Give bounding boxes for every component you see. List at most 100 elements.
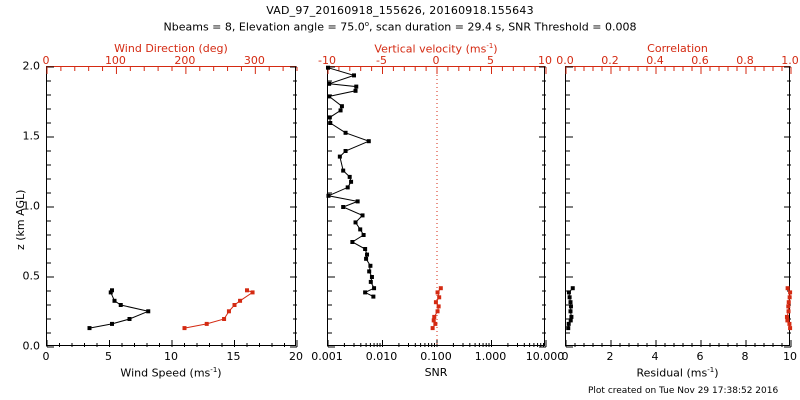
data-point xyxy=(341,205,346,209)
data-point xyxy=(786,309,791,314)
plot-title: VAD_97_20160918_155626, 20160918.155643 xyxy=(266,4,534,17)
data-point xyxy=(245,288,249,293)
data-point xyxy=(353,220,358,225)
y-tick-label: 2.0 xyxy=(22,59,41,73)
data-point xyxy=(363,290,368,295)
bottom-tick-label: 10 xyxy=(164,350,178,363)
series-line-wind-speed xyxy=(89,290,150,329)
bottom-tick-label: 0 xyxy=(561,350,569,363)
bottom-axis-title-base: Residual (ms xyxy=(636,366,708,380)
data-point xyxy=(118,303,123,307)
plot-subtitle: Nbeams = 8, Elevation angle = 75.0o, sca… xyxy=(0,20,800,34)
data-point xyxy=(568,304,573,309)
bottom-axis-title-exponent: -1 xyxy=(707,366,715,374)
data-point xyxy=(358,227,363,232)
data-point xyxy=(355,199,360,204)
bottom-tick-label: 0 xyxy=(42,350,50,363)
series-line-wind-direction xyxy=(184,289,254,329)
data-point xyxy=(345,185,350,190)
data-point xyxy=(786,300,791,305)
data-point xyxy=(87,326,92,331)
top-axis-title-1: Wind Direction (deg) xyxy=(114,42,228,55)
bottom-axis-title-exponent: -1 xyxy=(210,366,218,374)
data-point xyxy=(238,298,243,303)
y-tick-label: 1.0 xyxy=(22,199,41,213)
bottom-tick-label: 0.100 xyxy=(420,350,452,363)
data-point xyxy=(566,321,571,326)
top-tick-label: 0.0 xyxy=(556,54,574,67)
data-point xyxy=(568,318,573,323)
data-point xyxy=(326,193,331,198)
data-point xyxy=(365,252,370,257)
data-point xyxy=(566,326,571,331)
data-point xyxy=(435,309,440,314)
data-point xyxy=(371,294,376,299)
top-tick-label: 0.8 xyxy=(736,54,754,67)
data-point xyxy=(787,321,792,326)
data-point xyxy=(327,94,332,99)
top-tick-label: 300 xyxy=(243,54,265,67)
panel-residual xyxy=(565,66,793,348)
plot-canvas-1 xyxy=(46,66,298,348)
data-point xyxy=(337,154,342,159)
data-point xyxy=(182,326,187,331)
data-point xyxy=(353,88,358,93)
data-point xyxy=(112,298,117,303)
data-point xyxy=(569,314,574,319)
data-point xyxy=(570,286,575,291)
data-point xyxy=(786,304,791,309)
top-tick-label: 0 xyxy=(432,54,440,67)
top-tick-label: 1.0 xyxy=(781,54,799,67)
bottom-tick-label: 6 xyxy=(696,350,704,363)
plot-canvas-3 xyxy=(565,66,793,348)
top-axis-title-base: Vertical velocity (ms xyxy=(374,42,487,56)
data-point xyxy=(372,286,377,291)
subtitle-rest: , scan duration = 29.4 s, SNR Threshold … xyxy=(369,20,637,34)
bottom-tick-label: 8 xyxy=(741,350,749,363)
y-tick-label: 0.5 xyxy=(22,269,41,283)
data-point xyxy=(108,290,113,295)
data-point xyxy=(438,286,443,291)
data-point xyxy=(354,84,359,89)
top-tick-label: 0.6 xyxy=(691,54,709,67)
data-point xyxy=(433,321,438,326)
bottom-axis-title-base: Wind Speed (ms xyxy=(120,366,211,380)
data-point xyxy=(343,149,348,153)
bottom-axis-title-1: Wind Speed (ms-1) xyxy=(120,366,221,380)
data-point xyxy=(785,318,790,323)
top-tick-label: 100 xyxy=(104,54,126,67)
data-point xyxy=(347,174,352,179)
data-point xyxy=(788,326,793,331)
bottom-tick-label: 1.000 xyxy=(474,350,507,363)
bottom-tick-label: 4 xyxy=(651,350,659,363)
data-point xyxy=(339,104,344,109)
data-point xyxy=(349,179,354,184)
data-point xyxy=(326,65,330,70)
data-point xyxy=(568,309,573,314)
top-axis-title-exponent: -1 xyxy=(486,42,494,50)
bottom-tick-label: 10.000 xyxy=(525,350,565,363)
data-point xyxy=(146,309,151,314)
panel-wind xyxy=(46,66,298,348)
data-point xyxy=(328,121,333,125)
data-point xyxy=(568,300,573,305)
data-point xyxy=(435,290,440,295)
data-point xyxy=(367,269,372,274)
data-point xyxy=(222,317,227,321)
top-tick-label: 200 xyxy=(174,54,196,67)
data-point xyxy=(352,73,356,78)
data-point xyxy=(232,303,237,307)
bottom-tick-label: 2 xyxy=(606,350,614,363)
top-tick-label: 0.2 xyxy=(601,54,619,67)
top-axis-title-2: Vertical velocity (ms-1) xyxy=(374,42,497,56)
data-point xyxy=(364,256,369,261)
bottom-axis-title-2: SNR xyxy=(424,366,448,379)
bottom-tick-label: 5 xyxy=(105,350,112,363)
data-point xyxy=(366,139,371,144)
top-tick-label: 0.4 xyxy=(646,54,664,67)
data-point xyxy=(784,314,789,319)
data-point xyxy=(350,240,355,244)
data-point xyxy=(431,318,436,323)
plot-canvas-2 xyxy=(326,65,547,348)
top-tick-label: 10 xyxy=(538,54,552,67)
